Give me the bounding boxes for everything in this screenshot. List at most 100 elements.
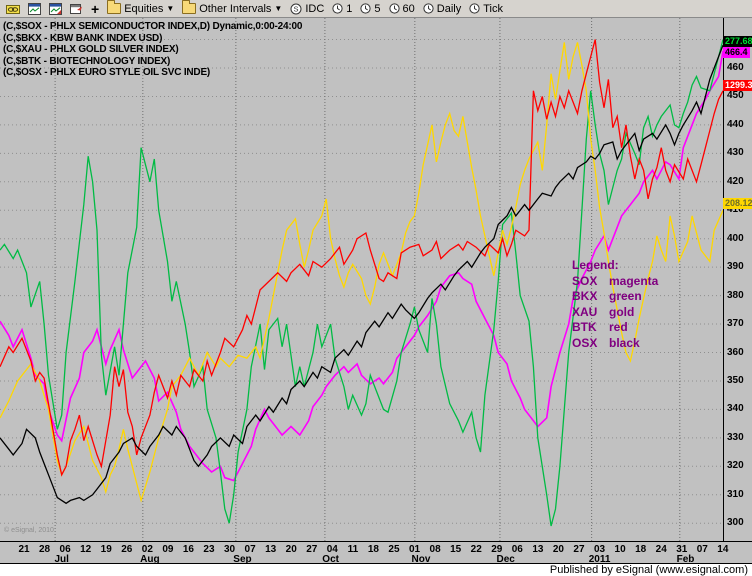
month-label: Oct bbox=[322, 554, 339, 565]
legend-row: BKX green bbox=[572, 289, 658, 305]
idc-source-icon: S bbox=[290, 3, 302, 15]
legend-color-name: black bbox=[609, 335, 640, 350]
last-price-label-xau: 208.12 bbox=[723, 198, 752, 209]
date-tick-label: 24 bbox=[655, 544, 667, 555]
folder-icon bbox=[182, 0, 197, 14]
y-axis-tick-label: 310 bbox=[727, 488, 744, 500]
svg-text:S: S bbox=[294, 4, 299, 13]
symbol-header-list: (C,$SOX - PHLX SEMICONDUCTOR INDEX,D) Dy… bbox=[3, 21, 302, 79]
idc-source-button[interactable]: S IDC bbox=[287, 1, 327, 17]
y-axis-tick-label: 420 bbox=[727, 175, 744, 187]
date-tick-label: 06 bbox=[59, 544, 71, 555]
date-tick-label: 29 bbox=[491, 544, 503, 555]
legend-row: XAU gold bbox=[572, 305, 658, 321]
legend-row: OSX black bbox=[572, 336, 658, 352]
date-tick-label: 11 bbox=[347, 544, 359, 555]
chevron-down-icon: ▼ bbox=[274, 3, 283, 13]
y-axis-tick-label: 350 bbox=[727, 374, 744, 386]
interval-button-label: 60 bbox=[402, 2, 415, 15]
duplicate-chart-button[interactable] bbox=[46, 1, 65, 17]
y-axis-tick-label: 330 bbox=[727, 431, 744, 443]
legend-color-name: magenta bbox=[609, 273, 659, 288]
month-label: Sep bbox=[233, 554, 252, 565]
y-axis-tick-label: 300 bbox=[727, 517, 744, 529]
series-line-bkx bbox=[0, 39, 724, 527]
series-line-osx bbox=[0, 44, 724, 505]
date-tick-label: 03 bbox=[593, 544, 606, 555]
date-tick-label: 20 bbox=[552, 544, 564, 555]
symbol-line[interactable]: (C,$BTK - BIOTECHNOLOGY INDEX) bbox=[3, 55, 171, 67]
published-by-footer: Published by eSignal (www.esignal.com) bbox=[0, 563, 752, 576]
date-tick-label: 15 bbox=[450, 544, 462, 555]
month-label: Aug bbox=[140, 554, 160, 565]
last-price-label-osx: 277.68 bbox=[723, 36, 752, 47]
symbol-line[interactable]: (C,$OSX - PHLX EURO STYLE OIL SVC INDE) bbox=[3, 67, 211, 78]
equities-menu-label: Equities bbox=[124, 2, 164, 15]
interval-button-label: Daily bbox=[436, 2, 462, 15]
symbol-line[interactable]: (C,$SOX - PHLX SEMICONDUCTOR INDEX,D) Dy… bbox=[3, 21, 303, 32]
clock-icon bbox=[423, 3, 434, 14]
legend-symbol: BKX bbox=[572, 289, 598, 303]
date-tick-label: 25 bbox=[388, 544, 400, 555]
legend-symbol: BTK bbox=[572, 320, 597, 334]
chart-window-icon bbox=[28, 2, 41, 15]
last-price-label-sox: 466.4 bbox=[723, 47, 750, 58]
interval-button-5[interactable]: 5 bbox=[357, 1, 383, 17]
chart-window-copy-icon bbox=[49, 2, 62, 15]
series-line-sox bbox=[0, 50, 724, 482]
new-chart-button[interactable] bbox=[25, 1, 44, 17]
clock-icon bbox=[469, 3, 480, 14]
date-tick-label: 27 bbox=[573, 544, 585, 555]
plus-icon: + bbox=[91, 0, 100, 17]
link-button[interactable] bbox=[3, 1, 23, 17]
date-tick-label: 14 bbox=[717, 544, 729, 555]
date-tick-label: 13 bbox=[265, 544, 277, 555]
month-label: Nov bbox=[411, 554, 431, 565]
date-tick-label: 26 bbox=[121, 544, 133, 555]
esignal-watermark: © eSignal, 2010 bbox=[4, 527, 54, 534]
date-tick-label: 12 bbox=[80, 544, 92, 555]
other-intervals-menu[interactable]: Other Intervals ▼ bbox=[179, 0, 285, 17]
equities-menu[interactable]: Equities ▼ bbox=[104, 0, 177, 17]
interval-button-1[interactable]: 1 bbox=[329, 1, 355, 17]
interval-button-daily[interactable]: Daily bbox=[420, 1, 464, 17]
y-axis-tick-label: 320 bbox=[727, 460, 744, 472]
interval-button-60[interactable]: 60 bbox=[386, 1, 418, 17]
date-tick-label: 13 bbox=[532, 544, 544, 555]
month-label: Dec bbox=[496, 554, 515, 565]
y-axis-tick-label: 390 bbox=[727, 261, 744, 273]
price-chart-canvas[interactable] bbox=[0, 18, 752, 542]
date-tick-label: 19 bbox=[100, 544, 112, 555]
date-tick-label: 07 bbox=[244, 544, 256, 555]
y-axis-tick-label: 340 bbox=[727, 403, 744, 415]
y-axis-tick-label: 370 bbox=[727, 318, 744, 330]
add-symbol-button[interactable]: + bbox=[88, 1, 102, 17]
last-price-label-btk: 1299.33 bbox=[723, 80, 752, 91]
window-options-button[interactable] bbox=[67, 1, 86, 17]
date-tick-label: 07 bbox=[696, 544, 708, 555]
date-tick-label: 20 bbox=[285, 544, 297, 555]
date-tick-label: 09 bbox=[162, 544, 174, 555]
y-axis-tick-label: 450 bbox=[727, 90, 744, 102]
window-arrow-icon bbox=[70, 3, 83, 15]
interval-button-label: Tick bbox=[483, 2, 503, 15]
y-axis-tick-label: 410 bbox=[727, 204, 744, 216]
symbol-line[interactable]: (C,$BKX - KBW BANK INDEX USD) bbox=[3, 32, 163, 44]
date-tick-label: 10 bbox=[614, 544, 626, 555]
date-tick-label: 27 bbox=[306, 544, 318, 555]
clock-icon bbox=[332, 3, 343, 14]
date-tick-label: 21 bbox=[18, 544, 30, 555]
chart-legend: Legend: SOX magenta BKX green XAU gold BTK red OS… bbox=[572, 258, 658, 351]
link-icon bbox=[6, 3, 20, 15]
interval-button-tick[interactable]: Tick bbox=[466, 1, 506, 17]
series-line-xau bbox=[0, 42, 724, 503]
legend-color-name: gold bbox=[609, 304, 635, 319]
date-tick-label: 28 bbox=[38, 544, 51, 555]
date-tick-label: 16 bbox=[182, 544, 194, 555]
clock-icon bbox=[388, 3, 400, 14]
month-label: Jul bbox=[54, 554, 69, 565]
folder-icon bbox=[107, 0, 122, 14]
symbol-line[interactable]: (C,$XAU - PHLX GOLD SILVER INDEX) bbox=[3, 44, 179, 55]
y-axis-tick-label: 380 bbox=[727, 289, 744, 301]
